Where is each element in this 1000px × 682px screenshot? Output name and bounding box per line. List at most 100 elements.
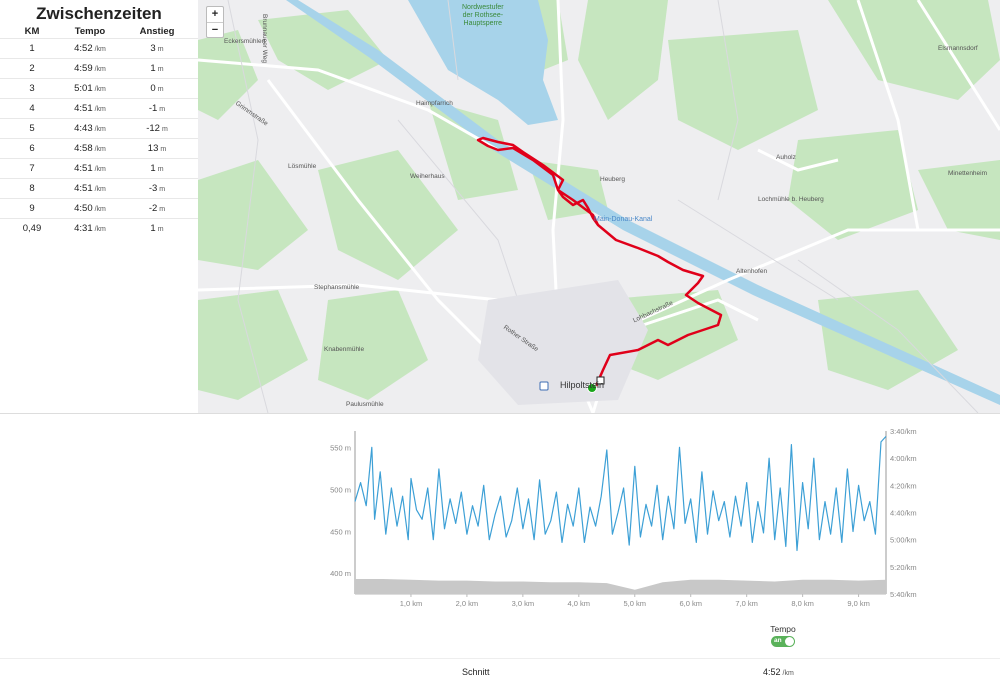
split-pace-value: 4:43	[74, 123, 93, 134]
split-row: 6 4:58/km 13 m	[0, 138, 198, 158]
split-elevation-unit: m	[161, 126, 168, 133]
elevation-area	[355, 579, 886, 594]
pace-toggle-state: an	[774, 637, 782, 644]
split-elevation-unit: m	[159, 186, 166, 193]
y-right-tick-label: 3:40/km	[890, 427, 917, 436]
split-pace-value: 5:01	[74, 83, 93, 94]
map-label-loesmuehle: Lösmühle	[288, 163, 317, 170]
average-pace-value: 4:52	[763, 667, 781, 677]
route-map[interactable]: + − Nordwestufer der Rothsee- Hauptsperr…	[198, 0, 1000, 413]
map-label-elsmannsdorf: Elsmannsdorf	[938, 45, 978, 52]
splits-panel: Zwischenzeiten KM Tempo Anstieg 1 4:52/km…	[0, 0, 198, 413]
pace-toggle-label: Tempo	[770, 624, 796, 634]
y-left-tick-label: 550 m	[330, 444, 351, 453]
map-label-haimpfarrich: Haimpfarrich	[416, 100, 453, 107]
header-km: KM	[24, 25, 40, 37]
map-label-hilpoltstein: Hilpoltstein	[560, 380, 605, 390]
split-elevation-unit: m	[157, 46, 164, 53]
x-tick-label: 9,0 km	[847, 599, 870, 608]
split-pace-unit: /km	[94, 126, 106, 133]
splits-table-body: 1 4:52/km 3 m 2 4:59/km 1 m 3 5:01/km 0 m 4 4:51/km -1…	[0, 38, 198, 238]
split-elevation-value: 13	[147, 143, 159, 154]
split-pace-value: 4:52	[74, 43, 93, 54]
split-elevation-unit: m	[159, 106, 166, 113]
split-pace: 4:50/km	[64, 203, 116, 214]
map-label-nw-shore: Nordwestufer der Rothsee- Hauptsperre	[462, 4, 504, 27]
y-left-tick-label: 400 m	[330, 569, 351, 578]
x-tick-label: 6,0 km	[679, 599, 702, 608]
split-km: 1	[29, 43, 35, 54]
split-pace-unit: /km	[94, 226, 106, 233]
map-label-kanal: Main-Donau-Kanal	[594, 216, 653, 223]
split-elevation-value: -3	[148, 183, 158, 194]
split-pace: 4:51/km	[64, 163, 116, 174]
split-pace-value: 4:31	[74, 223, 93, 234]
map-label-auholz: Auholz	[776, 154, 796, 161]
header-elevation: Anstieg	[139, 25, 175, 37]
split-pace: 5:01/km	[64, 83, 116, 94]
split-pace-unit: /km	[94, 146, 106, 153]
split-pace-value: 4:58	[74, 143, 93, 154]
split-elevation-unit: m	[159, 206, 166, 213]
pace-line	[354, 435, 887, 552]
map-canvas[interactable]	[198, 0, 1000, 413]
pace-elevation-chart[interactable]: 550 m 500 m 450 m 400 m 3:40/km 4:00/km 4:20/k…	[0, 414, 1000, 614]
split-pace: 4:58/km	[64, 143, 116, 154]
split-elevation: -1 m	[116, 103, 198, 114]
finish-flag-icon[interactable]	[596, 376, 605, 385]
split-pace: 4:31/km	[64, 223, 116, 234]
toggle-knob	[785, 637, 794, 646]
zoom-in-button[interactable]: +	[211, 8, 219, 20]
split-elevation-value: 0	[150, 83, 156, 94]
x-tick-label: 1,0 km	[400, 599, 423, 608]
split-elevation-value: -1	[148, 103, 158, 114]
split-pace-unit: /km	[94, 166, 106, 173]
average-pace: 4:52/km	[763, 667, 794, 677]
y-right-tick-label: 4:20/km	[890, 481, 917, 490]
split-elevation-value: -12	[146, 123, 160, 134]
average-pace-unit: /km	[782, 670, 794, 677]
zoom-controls: + −	[206, 6, 224, 38]
split-elevation: -12 m	[116, 123, 198, 134]
pace-toggle-switch[interactable]: an	[771, 636, 795, 647]
map-label-minettenheim: Minettenheim	[948, 170, 988, 177]
y-left-tick-label: 450 m	[330, 527, 351, 536]
split-pace: 4:43/km	[64, 123, 116, 134]
split-km: 0,49	[22, 223, 42, 234]
split-pace-value: 4:51	[74, 183, 93, 194]
x-tick-label: 7,0 km	[735, 599, 758, 608]
split-pace: 4:51/km	[64, 103, 116, 114]
split-km: 5	[29, 123, 35, 134]
split-elevation-value: 3	[150, 43, 156, 54]
split-elevation-unit: m	[160, 146, 167, 153]
split-pace-value: 4:51	[74, 163, 93, 174]
zoom-out-button[interactable]: −	[207, 22, 223, 37]
split-elevation-value: 1	[150, 163, 156, 174]
split-elevation: 13 m	[116, 143, 198, 154]
x-tick-label: 2,0 km	[456, 599, 479, 608]
split-elevation-unit: m	[157, 226, 164, 233]
split-elevation-value: 1	[150, 63, 156, 74]
split-pace-value: 4:50	[74, 203, 93, 214]
split-row: 5 4:43/km -12 m	[0, 118, 198, 138]
y-right-tick-label: 5:40/km	[890, 590, 917, 599]
split-elevation-value: -2	[148, 203, 158, 214]
average-label: Schnitt	[462, 667, 490, 677]
map-label-eckersmuehlen: Eckersmühlen	[224, 38, 266, 45]
bus-stop-icon	[539, 381, 549, 391]
split-row: 0,49 4:31/km 1 m	[0, 218, 198, 238]
split-km: 7	[29, 163, 35, 174]
y-right-tick-label: 4:40/km	[890, 509, 917, 518]
y-right-tick-label: 5:00/km	[890, 536, 917, 545]
start-marker[interactable]	[587, 383, 597, 393]
split-row: 8 4:51/km -3 m	[0, 178, 198, 198]
y-right-tick-label: 5:20/km	[890, 563, 917, 572]
split-elevation-unit: m	[157, 86, 164, 93]
split-km: 2	[29, 63, 35, 74]
x-tick-label: 8,0 km	[791, 599, 814, 608]
split-pace-unit: /km	[94, 66, 106, 73]
